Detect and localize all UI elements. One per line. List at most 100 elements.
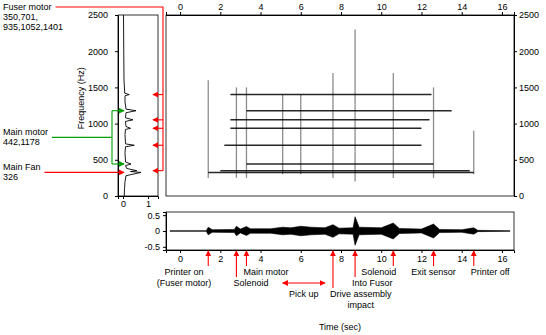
spectrum-y-axis-tick-mark (115, 87, 118, 88)
harmonic-line (246, 110, 451, 112)
waveform-x-axis-tick-label: 6 (299, 254, 304, 264)
spectrogram-y-axis-tick: 500 (514, 155, 534, 165)
transient (300, 95, 301, 175)
spectrogram-y-axis-tick: 1000 (514, 119, 539, 129)
waveform-x-axis-tick: 4 (259, 250, 264, 264)
spectrogram-x-axis-tick-mark (421, 12, 422, 15)
waveform-y-axis-tick-mark (163, 247, 166, 248)
waveform-y-axis-tick-label: -0.5 (144, 242, 160, 252)
spectrum-y-axis-line (115, 16, 119, 197)
spectrum-x-axis: 01 (119, 196, 159, 209)
spectrogram-x-axis-tick-mark (301, 12, 302, 15)
spectrum-y-axis-tick-label: 500 (93, 155, 108, 165)
waveform-x-axis-tick-mark (462, 250, 463, 253)
annotation-arrow (45, 172, 124, 173)
event-arrow (236, 251, 237, 277)
annotation-arrow (153, 145, 163, 146)
waveform-x-axis-tick: 10 (377, 250, 387, 264)
waveform-y-axis-tick: -0.5 (144, 242, 166, 252)
frequency-annotation: Main Fan326 (3, 162, 124, 182)
annotation-label: 350,701, (3, 12, 38, 22)
event-arrow (208, 251, 209, 266)
transient (236, 87, 237, 177)
spectrogram-x-axis-tick-label: 4 (259, 2, 264, 12)
event-label: impact (347, 300, 374, 310)
transient (473, 131, 474, 174)
event-arrow (355, 251, 356, 277)
waveform-plot (170, 217, 510, 246)
event-arrow (246, 251, 247, 266)
harmonic-line (208, 172, 474, 174)
annotation-arrow (112, 110, 124, 111)
waveform-y-axis-line (163, 213, 167, 251)
event-label: Pick up (289, 289, 319, 299)
harmonic-line (224, 144, 421, 146)
annotation-label: 442,1178 (3, 137, 40, 147)
annotation-arrow (153, 170, 163, 171)
waveform-x-axis-line (167, 251, 515, 254)
spectrum-y-axis-tick-mark (115, 196, 118, 197)
waveform-frame (166, 212, 514, 250)
spectrogram-x-axis-tick: 16 (497, 2, 507, 15)
transient (282, 95, 283, 175)
annotation-connector (52, 111, 112, 164)
spectrogram-y-axis-tick-label: 1000 (519, 119, 539, 129)
event-annotation: Exit sensor (411, 251, 456, 277)
spectrogram-x-axis-tick-label: 2 (218, 2, 223, 12)
waveform-y-axis-tick-label: 0 (155, 226, 160, 236)
event-arrow (473, 251, 474, 266)
waveform-x-axis-tick-label: 4 (259, 254, 264, 264)
spectrum-plot (124, 15, 142, 196)
spectrogram-x-axis-tick-label: 0 (178, 2, 183, 12)
waveform-x-axis-tick-label: 8 (339, 254, 344, 264)
event-label: Printer off (471, 267, 510, 277)
spectrogram-y-axis-tick-mark (514, 15, 517, 16)
waveform-y-axis-tick-mark (163, 231, 166, 232)
event-label: (Fuser motor) (157, 278, 212, 288)
spectrogram-x-axis-tick-mark (220, 12, 221, 15)
waveform-x-axis-tick: 12 (417, 250, 427, 264)
spectrum-y-axis-tick: 0 (103, 191, 118, 201)
spectrogram-y-axis-line (515, 16, 518, 197)
harmonic-line (220, 170, 469, 172)
spectrum-y-axis-tick-label: 0 (103, 191, 108, 201)
spectrogram-x-axis-tick-label: 14 (457, 2, 467, 12)
annotation-label: 326 (3, 172, 18, 182)
transient (332, 73, 333, 178)
spectrogram-x-axis-tick-mark (502, 12, 503, 15)
spectrogram-x-axis: 0246810121416 (167, 2, 515, 16)
spectrogram-x-axis-tick-label: 6 (299, 2, 304, 12)
harmonic-line (230, 119, 429, 121)
spectrum-frame (118, 15, 158, 196)
event-label: Solenoid (233, 278, 268, 288)
event-range-arrow (283, 282, 325, 283)
spectrogram-x-axis-tick: 10 (377, 2, 387, 15)
event-annotation: Printer on(Fuser motor) (157, 251, 212, 288)
event-annotation: Main motor (243, 251, 288, 277)
waveform-x-axis-tick-mark (502, 250, 503, 253)
annotation-arrow (153, 94, 163, 95)
waveform-x-axis-tick-label: 16 (497, 254, 507, 264)
event-annotation: Solenoid (361, 251, 396, 277)
annotation-connector (56, 7, 163, 171)
waveform-x-axis: 0246810121416 (167, 250, 515, 264)
spectrum-y-axis-tick-mark (115, 160, 118, 161)
harmonic-line (230, 128, 421, 130)
waveform-x-axis-tick: 14 (457, 250, 467, 264)
event-arrow (393, 251, 394, 266)
event-annotation: Printer off (471, 251, 510, 277)
spectrum-y-axis-tick-label: 2000 (88, 47, 108, 57)
spectrum-y-axis-tick: 1000 (88, 119, 118, 129)
spectrogram-y-axis-tick: 2500 (514, 10, 539, 20)
waveform-y-axis-tick-label: 0.5 (147, 211, 160, 221)
spectrum-y-axis-tick-label: 1000 (88, 119, 108, 129)
spectrogram-frame (166, 15, 514, 196)
event-label: Into Fusor (352, 278, 393, 288)
spectrum-x-axis-tick: 0 (121, 196, 126, 209)
waveform-area (170, 217, 510, 246)
annotation-label: 935,1052,1401 (3, 22, 63, 32)
spectrogram-x-axis-tick-mark (381, 12, 382, 15)
spectrum-y-axis-tick-label: 1500 (88, 83, 108, 93)
transient (354, 29, 355, 181)
event-label: Drive assembly (330, 289, 392, 299)
